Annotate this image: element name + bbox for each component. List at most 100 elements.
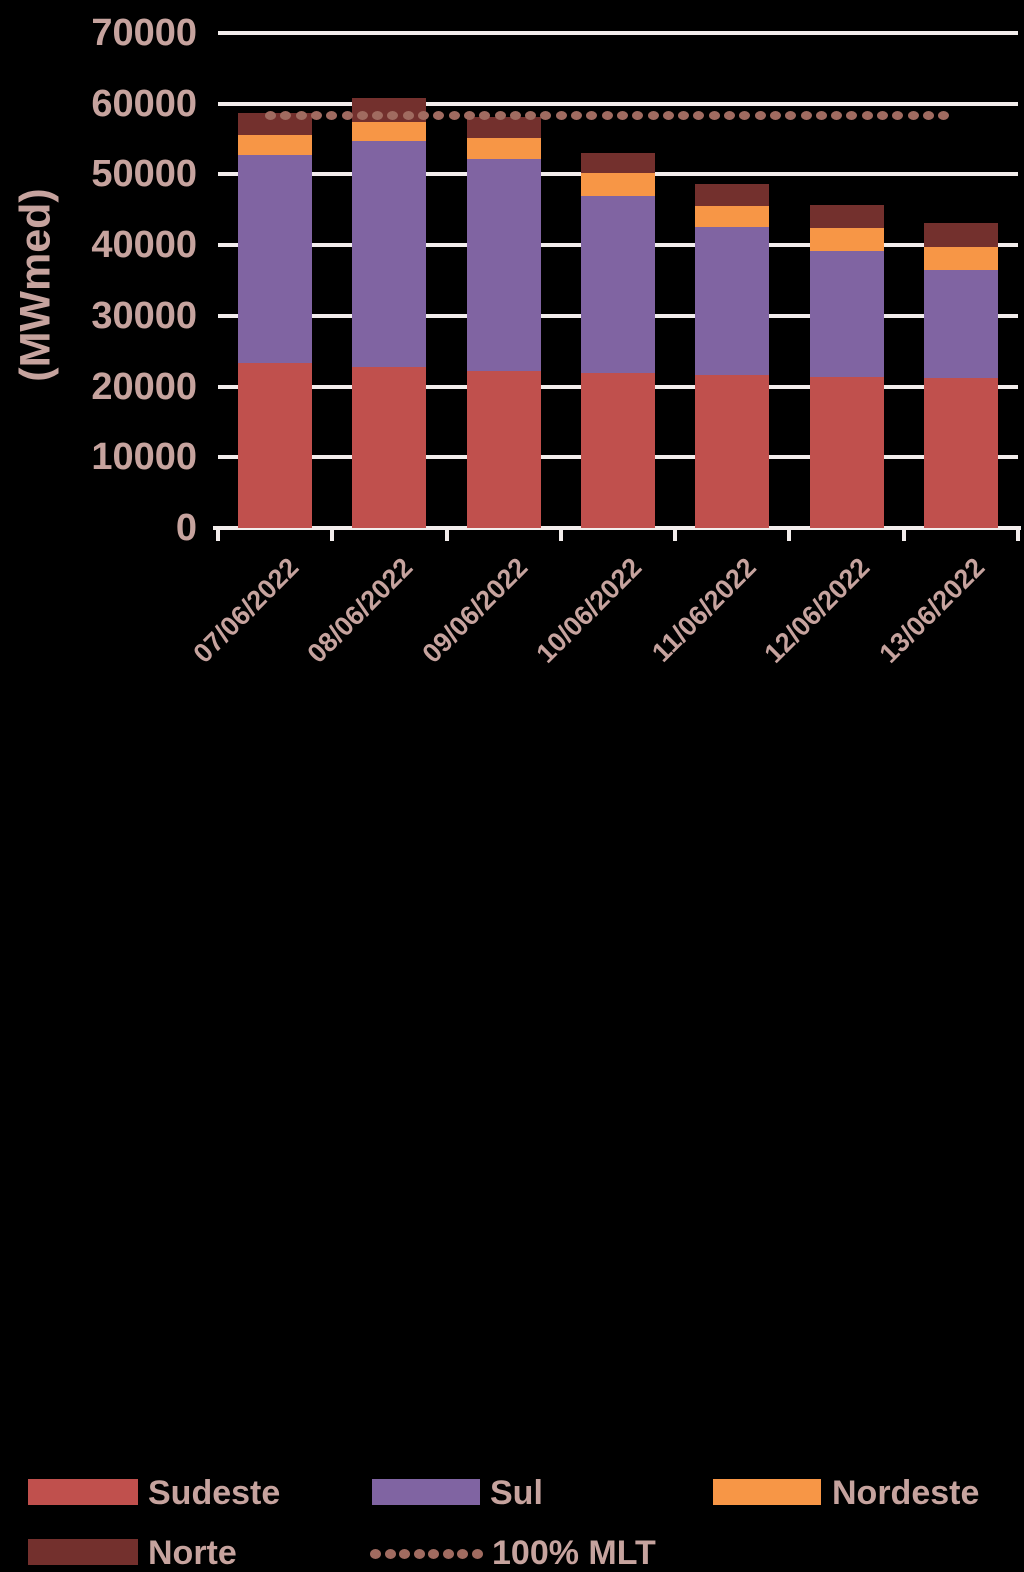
x-axis-tick [787, 528, 792, 541]
x-tick-label: 07/06/2022 [187, 552, 305, 669]
mlt-dot [922, 111, 934, 121]
mlt-dot [800, 111, 812, 121]
mlt-dot [265, 111, 276, 121]
legend-label-nordeste: Nordeste [832, 1474, 980, 1512]
mlt-dot [310, 111, 322, 121]
bar-segment-sudeste [581, 373, 655, 528]
mlt-dot [356, 111, 368, 121]
mlt-dot [433, 111, 445, 121]
legend-swatch-sudeste [28, 1479, 138, 1505]
x-tick-label: 12/06/2022 [759, 552, 876, 669]
bar-segment-sul [466, 158, 541, 371]
x-axis-line [213, 526, 1021, 530]
legend-dot [399, 1548, 410, 1559]
x-tick-label: 09/06/2022 [416, 552, 533, 669]
gridline [218, 101, 1018, 106]
bar-segment-norte [809, 204, 884, 229]
bar-segment-norte [581, 153, 655, 173]
bar-segment-sudeste [923, 378, 998, 528]
mlt-dot [402, 111, 414, 121]
bar-segment-nordeste [352, 122, 427, 142]
x-tick-label: 13/06/2022 [873, 552, 991, 669]
y-tick-label: 50000 [91, 153, 197, 196]
bar-segment-norte [923, 223, 998, 247]
legend-dot [413, 1548, 425, 1559]
mlt-dot [647, 111, 659, 121]
bar-segment-sudeste [695, 374, 770, 528]
legend-dotted-line-sample [370, 1545, 486, 1563]
legend-dot [442, 1548, 454, 1559]
mlt-dot [861, 111, 873, 121]
mlt-dot [586, 111, 598, 121]
mlt-dot [555, 111, 567, 121]
bar-segment-nordeste [581, 173, 655, 197]
mlt-dot [601, 111, 613, 121]
y-tick-label: 30000 [91, 294, 197, 337]
bar-segment-sudeste [238, 362, 313, 528]
mlt-dot [280, 111, 292, 121]
mlt-dot [831, 111, 843, 121]
mlt-dot [754, 111, 766, 121]
bar-segment-norte [238, 112, 313, 135]
mlt-dot [387, 111, 399, 121]
y-tick-label: 70000 [91, 12, 197, 54]
mlt-dot [678, 111, 690, 121]
mlt-dot [525, 111, 537, 121]
bar-segment-sudeste [352, 367, 427, 528]
x-axis-tick [330, 528, 335, 541]
gridline [218, 31, 1018, 35]
mlt-dot [372, 111, 384, 121]
bar-segment-sul [923, 269, 998, 379]
mlt-dot [479, 111, 491, 121]
legend-label-sudeste: Sudeste [148, 1474, 281, 1512]
x-axis-tick [558, 528, 563, 541]
legend-swatch-nordeste [713, 1479, 821, 1505]
legend-dot [384, 1548, 396, 1559]
mlt-dot [540, 111, 552, 121]
legend-label-mlt: 100% MLT [492, 1534, 656, 1572]
mlt-dot [815, 111, 827, 121]
mlt-dot [326, 111, 338, 121]
x-tick-label: 11/06/2022 [645, 552, 762, 668]
y-axis-title: (MWmed) [11, 188, 60, 382]
mlt-dot [724, 111, 735, 121]
bar-segment-sul [238, 154, 313, 363]
mlt-dot [785, 111, 797, 121]
y-tick-label: 20000 [91, 365, 197, 408]
mlt-dot [571, 111, 582, 121]
bar-segment-norte [695, 183, 770, 207]
mlt-dot [494, 111, 506, 121]
bar-segment-norte [466, 117, 541, 138]
x-axis-tick [901, 528, 906, 541]
x-tick-label: 08/06/2022 [301, 552, 419, 669]
bar-segment-sul [809, 250, 884, 377]
bar-segment-nordeste [695, 206, 770, 228]
legend-swatch-norte [28, 1539, 138, 1565]
mlt-dot [295, 111, 307, 121]
mlt-dot [632, 111, 644, 121]
mlt-dot [739, 111, 751, 121]
mlt-dot [662, 111, 674, 121]
mlt-dot [509, 111, 521, 121]
x-axis-tick [1016, 528, 1020, 541]
bar-segment-sul [695, 227, 770, 375]
bar-segment-sul [581, 196, 655, 374]
x-axis-tick [673, 528, 678, 541]
bar-segment-nordeste [238, 134, 313, 155]
bar-segment-sudeste [466, 371, 541, 528]
mlt-dot [846, 111, 858, 121]
y-tick-label: 0 [175, 507, 197, 549]
mlt-dot [938, 111, 950, 121]
legend-label-norte: Norte [148, 1534, 237, 1572]
mlt-dot [769, 111, 781, 121]
bar-segment-nordeste [923, 246, 998, 270]
mlt-dot [341, 111, 353, 121]
bar-segment-nordeste [809, 228, 884, 251]
y-tick-label: 60000 [91, 82, 197, 125]
mlt-dot [708, 111, 720, 121]
mlt-dot [418, 111, 429, 121]
mlt-dot [892, 111, 904, 121]
bar-segment-nordeste [466, 137, 541, 159]
legend-dot [428, 1548, 439, 1559]
mlt-dot [877, 111, 888, 121]
